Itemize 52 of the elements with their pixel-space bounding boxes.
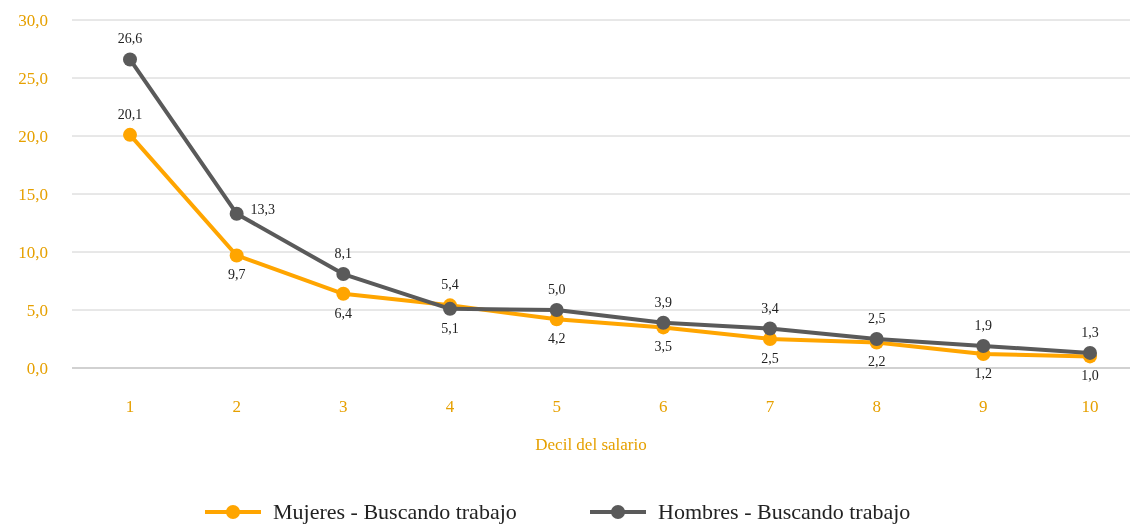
y-tick-label: 25,0 [18, 69, 48, 88]
point [336, 286, 351, 301]
y-tick-label: 20,0 [18, 127, 48, 146]
y-tick-label: 10,0 [18, 243, 48, 262]
point [229, 206, 244, 221]
data-label: 8,1 [334, 246, 353, 262]
point [763, 321, 777, 336]
data-label: 6,4 [334, 305, 353, 321]
data-label: 1,9 [974, 317, 993, 333]
y-tick-label: 30,0 [18, 11, 48, 30]
x-tick-label: 7 [765, 397, 775, 416]
point [869, 332, 884, 346]
x-tick-label: 9 [979, 397, 988, 416]
data-label: 5,1 [441, 320, 459, 336]
data-label: 3,4 [761, 300, 779, 316]
data-label: 4,2 [547, 331, 566, 347]
legend-label: Hombres - Buscando trabajo [658, 499, 911, 524]
y-tick-label: 5,0 [26, 301, 48, 320]
data-label: 1,3 [1081, 324, 1099, 340]
point [229, 248, 244, 263]
x-tick-label: 3 [339, 397, 348, 416]
data-label: 3,9 [654, 294, 673, 310]
point [1083, 345, 1097, 360]
data-label: 2,5 [867, 311, 886, 326]
point [123, 127, 137, 142]
point [336, 267, 351, 282]
point [656, 315, 671, 330]
y-tick-label: 15,0 [18, 185, 48, 204]
point [123, 52, 137, 67]
data-label: 2,2 [867, 354, 886, 370]
data-label: 13,3 [250, 201, 275, 217]
x-tick-label: 6 [659, 397, 668, 416]
data-label: 26,6 [117, 31, 143, 47]
x-tick-label: 4 [445, 397, 455, 416]
x-tick-label: 5 [552, 397, 561, 416]
y-tick-label: 0,0 [26, 359, 48, 378]
legend-label: Mujeres - Buscando trabajo [273, 499, 517, 524]
point [976, 338, 991, 353]
data-label: 20,1 [117, 106, 143, 122]
x-tick-label: 2 [232, 397, 241, 416]
data-label: 2,5 [761, 351, 779, 366]
data-label: 1,2 [974, 366, 993, 382]
x-tick-label: 1 [125, 397, 135, 416]
data-label: 5,0 [547, 282, 566, 297]
x-tick-label: 8 [872, 397, 881, 416]
data-label: 9,7 [227, 267, 246, 283]
data-label: 1,0 [1081, 368, 1099, 384]
x-tick-label: 10 [1081, 397, 1099, 416]
data-label: 5,4 [441, 277, 459, 293]
point [549, 303, 564, 317]
data-label: 3,5 [654, 339, 673, 355]
x-axis-title: Decil del salario [535, 435, 647, 454]
